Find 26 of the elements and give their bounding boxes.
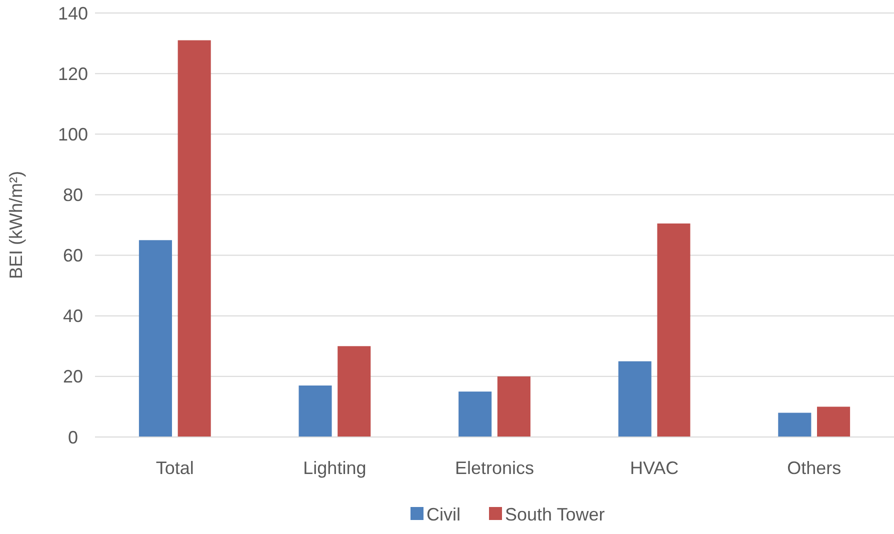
x-tick-label: HVAC [630, 458, 679, 478]
bar [138, 240, 172, 437]
x-tick-label: Total [156, 458, 194, 478]
y-tick-label: 60 [62, 246, 84, 266]
bar [657, 223, 690, 437]
y-tick-label: 40 [62, 306, 84, 326]
y-tick-label: 140 [58, 3, 88, 24]
x-tick-label: Eletronics [454, 458, 534, 478]
y-tick-label: 100 [58, 124, 88, 144]
bar [817, 406, 850, 437]
bar [298, 386, 332, 437]
bar [618, 361, 652, 437]
y-tick-label: 80 [62, 185, 84, 206]
y-tick-label: 120 [58, 64, 88, 84]
y-tick-label: 20 [62, 366, 84, 387]
y-axis-title: BEI (kWh/m²) [6, 171, 26, 279]
x-tick-label: Lighting [303, 458, 366, 478]
x-tick-label: Others [787, 458, 842, 478]
bar [458, 392, 492, 437]
bar [178, 40, 211, 437]
bar [338, 346, 371, 437]
bar [497, 376, 530, 437]
y-tick-label: 0 [68, 427, 78, 448]
legend-label: Civil [426, 504, 460, 524]
bar [778, 412, 812, 437]
legend-label: South Tower [505, 504, 605, 524]
